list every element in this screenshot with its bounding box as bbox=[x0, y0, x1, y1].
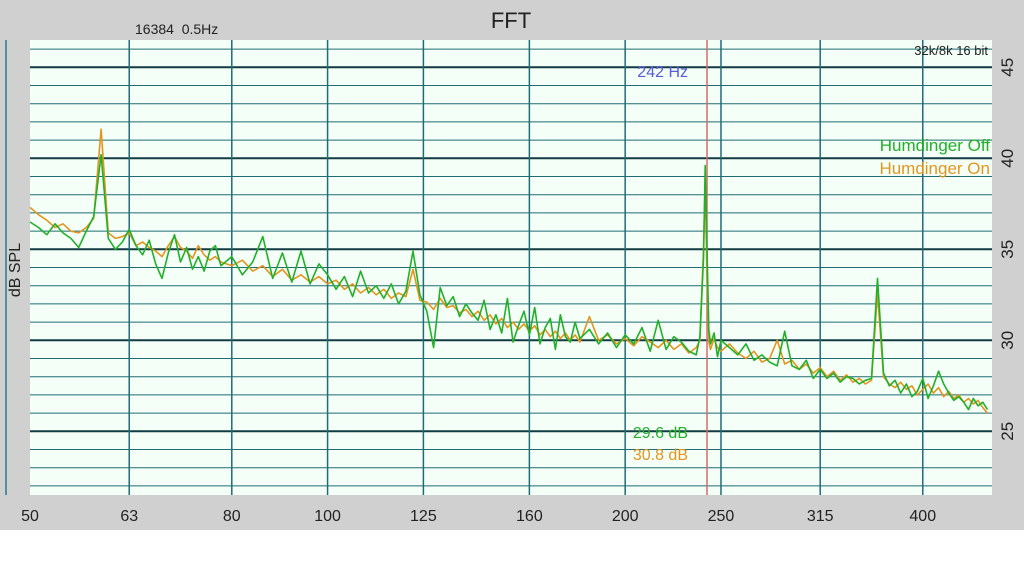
chart-title: FFT bbox=[491, 8, 531, 33]
cursor-readout-humdinger-on: 30.8 dB bbox=[633, 447, 688, 464]
y-tick-label: 45 bbox=[998, 58, 1017, 77]
y-tick-label: 25 bbox=[998, 422, 1017, 441]
x-tick-label: 400 bbox=[909, 508, 936, 525]
y-tick-label: 35 bbox=[998, 240, 1017, 259]
x-tick-label: 200 bbox=[612, 508, 639, 525]
x-tick-label: 100 bbox=[314, 508, 341, 525]
tick-labels: 25 30 35 40 45 50 63 80 100 125 160 200 250 315 400 bbox=[21, 58, 1017, 525]
x-tick-label: 250 bbox=[708, 508, 735, 525]
x-tick-label: 63 bbox=[120, 508, 138, 525]
legend-entry-humdinger-on: Humdinger On bbox=[879, 159, 990, 178]
footer-background bbox=[0, 495, 1024, 530]
x-tick-label: 50 bbox=[21, 508, 39, 525]
series-layer bbox=[29, 128, 989, 414]
y-axis-label: dB SPL bbox=[7, 243, 24, 297]
x-tick-label: 80 bbox=[223, 508, 241, 525]
y-tick-label: 30 bbox=[998, 331, 1017, 350]
x-tick-label: 125 bbox=[410, 508, 437, 525]
x-tick-label: 315 bbox=[807, 508, 834, 525]
legend-entry-humdinger-off: Humdinger Off bbox=[880, 136, 991, 155]
major-grid bbox=[30, 40, 992, 495]
y-tick-label: 40 bbox=[998, 149, 1017, 168]
minor-grid bbox=[30, 48, 992, 487]
header-background bbox=[0, 0, 1024, 40]
fft-size-info: 16384 0.5Hz bbox=[135, 21, 218, 37]
x-tick-label: 160 bbox=[516, 508, 543, 525]
left-margin bbox=[0, 40, 30, 495]
sample-rate-info: 32k/8k 16 bit bbox=[914, 43, 988, 58]
series-line-humdinger-off bbox=[29, 153, 989, 411]
cursor-frequency-label: 242 Hz bbox=[637, 64, 688, 81]
series-line-humdinger-on bbox=[29, 128, 989, 414]
right-margin bbox=[992, 40, 1024, 495]
cursor-readout-humdinger-off: 29.6 dB bbox=[633, 425, 688, 442]
